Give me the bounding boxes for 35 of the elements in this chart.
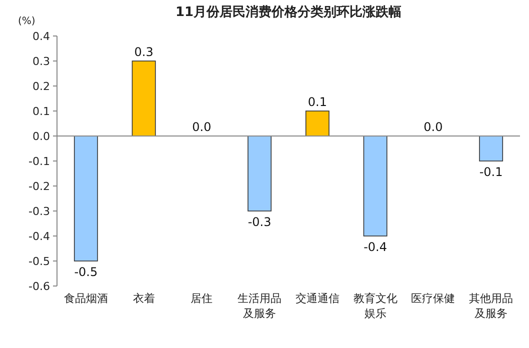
x-tick-label: 居住 [190, 292, 213, 305]
data-label: -0.4 [364, 240, 388, 254]
bar [363, 136, 388, 236]
data-label: 0.0 [424, 120, 443, 134]
y-tick-label: 0.2 [32, 80, 50, 93]
x-tick-label: 衣着 [132, 292, 155, 305]
data-label: 0.3 [134, 45, 154, 59]
x-tick-label: 其他用品及服务 [469, 292, 514, 320]
bar [132, 60, 156, 136]
y-tick-label: 0.3 [32, 55, 50, 68]
data-label: -0.3 [248, 215, 272, 229]
y-tick-label: -0.1 [28, 155, 50, 168]
y-tick-label: 0.4 [32, 30, 50, 43]
y-tick-label: 0.0 [32, 130, 50, 143]
data-label: 0.1 [308, 95, 327, 109]
bar [479, 136, 504, 162]
x-tick-label: 教育文化娱乐 [353, 292, 398, 320]
x-tick-label: 食品烟酒 [64, 292, 108, 305]
data-label: 0.0 [192, 120, 212, 134]
y-tick-label: -0.2 [28, 180, 50, 193]
y-axis-title: (%) [18, 16, 36, 27]
bar [74, 136, 98, 262]
bar [305, 110, 330, 136]
y-tick-label: -0.4 [28, 230, 50, 243]
y-tick-label: -0.3 [28, 205, 50, 218]
data-label: -0.1 [479, 165, 503, 179]
bar [248, 136, 272, 212]
y-tick-label: -0.5 [28, 255, 50, 268]
x-tick-label: 医疗保健 [411, 292, 456, 305]
chart-title: 11月份居民消费价格分类别环比涨跌幅 [175, 5, 402, 20]
x-tick-label: 交通通信 [295, 292, 340, 305]
data-label: -0.5 [74, 265, 98, 279]
y-tick-label: -0.6 [28, 280, 50, 293]
x-tick-label: 生活用品及服务 [238, 292, 282, 320]
y-tick-label: 0.1 [32, 105, 50, 118]
